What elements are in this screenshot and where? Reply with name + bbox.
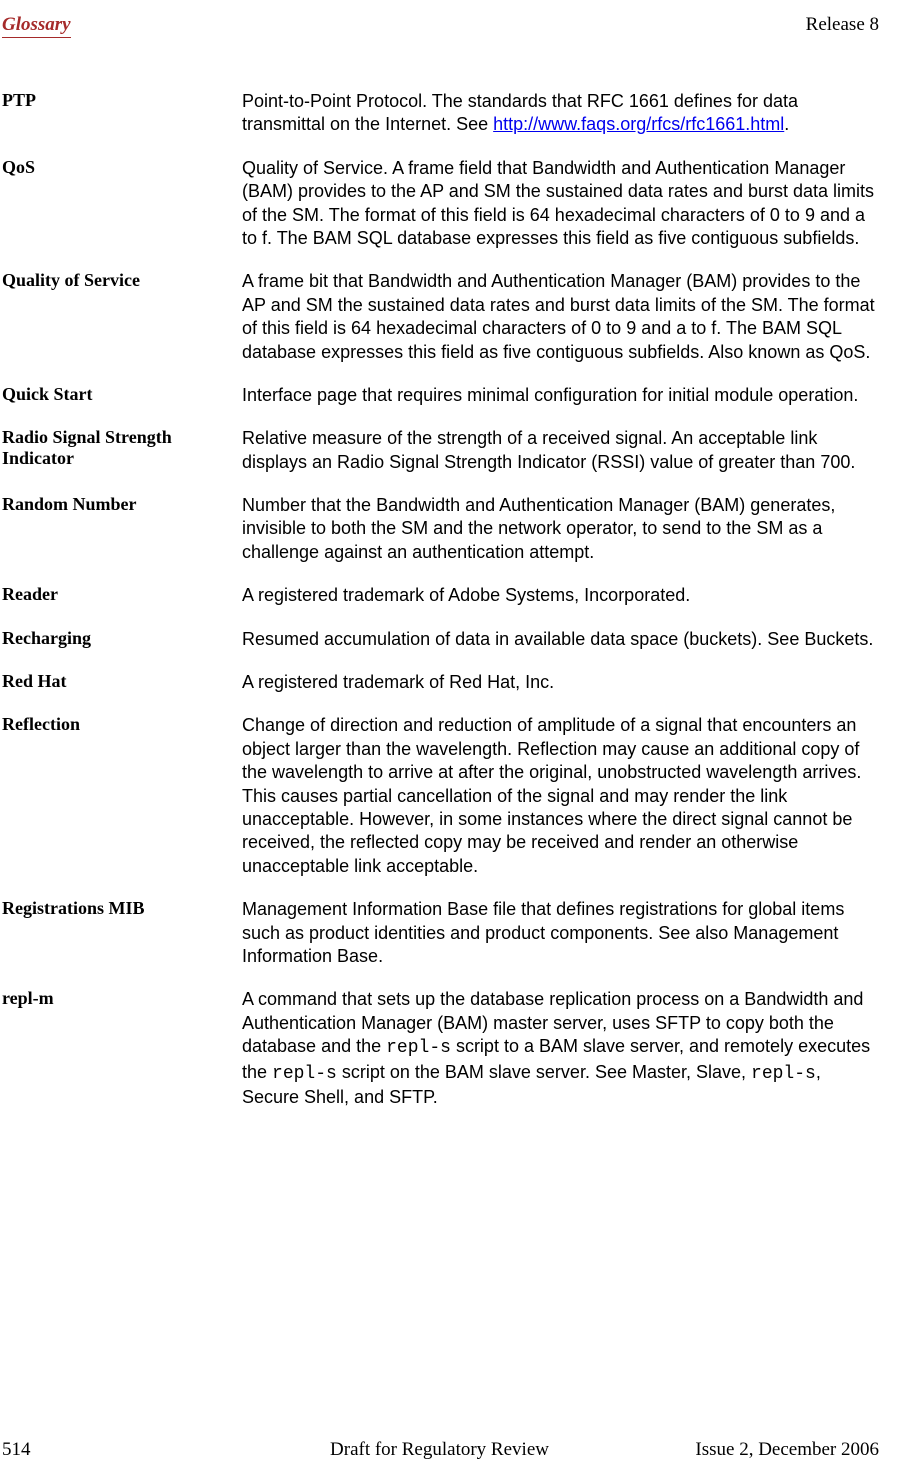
glossary-definition: Management Information Base file that de…: [242, 898, 879, 968]
definition-text: Change of direction and reduction of amp…: [242, 715, 861, 875]
definition-code: repl-s: [751, 1064, 816, 1084]
footer-issue-date: Issue 2, December 2006: [695, 1439, 879, 1461]
glossary-entry: repl-mA command that sets up the databas…: [0, 988, 879, 1109]
glossary-entry: Quick StartInterface page that requires …: [0, 384, 879, 407]
glossary-definition: Change of direction and reduction of amp…: [242, 714, 879, 878]
page-footer: 514 Draft for Regulatory Review Issue 2,…: [0, 1439, 879, 1461]
glossary-term: PTP: [0, 90, 242, 137]
glossary-entry: Quality of ServiceA frame bit that Bandw…: [0, 270, 879, 364]
glossary-entry: ReaderA registered trademark of Adobe Sy…: [0, 584, 879, 607]
glossary-entry: RechargingResumed accumulation of data i…: [0, 628, 879, 651]
glossary-entry: Red HatA registered trademark of Red Hat…: [0, 671, 879, 694]
glossary-entry: Random NumberNumber that the Bandwidth a…: [0, 494, 879, 564]
definition-code: repl-s: [386, 1038, 451, 1058]
glossary-entry: Radio Signal Strength IndicatorRelative …: [0, 427, 879, 474]
glossary-term: Recharging: [0, 628, 242, 651]
glossary-definition: A registered trademark of Red Hat, Inc.: [242, 671, 554, 694]
glossary-term: Red Hat: [0, 671, 242, 694]
glossary-term: Quality of Service: [0, 270, 242, 364]
glossary-entry: QoSQuality of Service. A frame field tha…: [0, 157, 879, 251]
glossary-definition: A command that sets up the database repl…: [242, 988, 879, 1109]
glossary-entry: PTPPoint-to-Point Protocol. The standard…: [0, 90, 879, 137]
glossary-definition: A registered trademark of Adobe Systems,…: [242, 584, 690, 607]
glossary-term: Random Number: [0, 494, 242, 564]
definition-code: repl-s: [272, 1064, 337, 1084]
glossary-entries: PTPPoint-to-Point Protocol. The standard…: [0, 90, 879, 1109]
definition-text: Interface page that requires minimal con…: [242, 385, 858, 405]
glossary-term: Radio Signal Strength Indicator: [0, 427, 242, 474]
definition-text: A registered trademark of Red Hat, Inc.: [242, 672, 554, 692]
page-header: Glossary Release 8: [0, 14, 879, 38]
definition-text: A registered trademark of Adobe Systems,…: [242, 585, 690, 605]
definition-text: script on the BAM slave server. See Mast…: [337, 1062, 751, 1082]
glossary-definition: A frame bit that Bandwidth and Authentic…: [242, 270, 879, 364]
glossary-definition: Resumed accumulation of data in availabl…: [242, 628, 873, 651]
glossary-term: repl-m: [0, 988, 242, 1109]
definition-text: Resumed accumulation of data in availabl…: [242, 629, 873, 649]
footer-page-number: 514: [2, 1439, 31, 1461]
glossary-term: Reflection: [0, 714, 242, 878]
glossary-definition: Number that the Bandwidth and Authentica…: [242, 494, 879, 564]
definition-text: Management Information Base file that de…: [242, 899, 844, 966]
footer-draft-label: Draft for Regulatory Review: [330, 1439, 549, 1461]
definition-text: A frame bit that Bandwidth and Authentic…: [242, 271, 875, 361]
glossary-definition: Relative measure of the strength of a re…: [242, 427, 879, 474]
definition-text: Number that the Bandwidth and Authentica…: [242, 495, 835, 562]
definition-text: Relative measure of the strength of a re…: [242, 428, 855, 471]
glossary-definition: Quality of Service. A frame field that B…: [242, 157, 879, 251]
header-release: Release 8: [806, 14, 879, 36]
glossary-term: Registrations MIB: [0, 898, 242, 968]
header-section-title: Glossary: [2, 14, 71, 38]
definition-text: .: [784, 114, 789, 134]
page: Glossary Release 8 PTPPoint-to-Point Pro…: [0, 0, 899, 1481]
glossary-entry: ReflectionChange of direction and reduct…: [0, 714, 879, 878]
glossary-term: Quick Start: [0, 384, 242, 407]
glossary-term: Reader: [0, 584, 242, 607]
glossary-definition: Point-to-Point Protocol. The standards t…: [242, 90, 879, 137]
glossary-term: QoS: [0, 157, 242, 251]
glossary-entry: Registrations MIBManagement Information …: [0, 898, 879, 968]
glossary-definition: Interface page that requires minimal con…: [242, 384, 858, 407]
definition-text: Quality of Service. A frame field that B…: [242, 158, 874, 248]
definition-link[interactable]: http://www.faqs.org/rfcs/rfc1661.html: [493, 114, 784, 134]
